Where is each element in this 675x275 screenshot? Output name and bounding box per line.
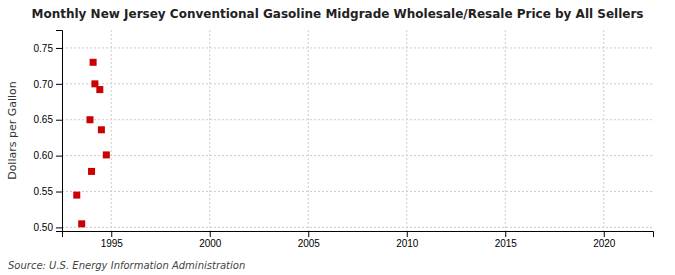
annotation: Source: U.S. Energy Information Administ… [8, 260, 245, 271]
point [78, 220, 85, 227]
grid [62, 30, 653, 231]
tick-mark [308, 231, 309, 237]
tick-label: 2000 [199, 238, 222, 249]
point [86, 116, 93, 123]
title: Monthly New Jersey Conventional Gasoline… [31, 7, 643, 21]
tick-mark [56, 48, 62, 49]
tick-label: 0.70 [34, 79, 54, 90]
tick: 2010 [396, 231, 419, 249]
points [73, 59, 110, 228]
y-axis: 0.50 0.55 0.60 0.65 0.70 0.75 [34, 31, 63, 234]
grid-line [62, 83, 653, 84]
tick: 2000 [199, 231, 222, 249]
chart: 1995 2000 2005 2010 2015 2020 0.50 0.55 0.60 0.65… [0, 0, 675, 275]
grid-line [62, 47, 653, 48]
tick-mark [407, 231, 408, 237]
point [96, 86, 103, 93]
tick: 2005 [298, 231, 321, 249]
tick: 0.60 [34, 150, 62, 161]
grid-line [209, 30, 210, 231]
tick-label: 1995 [101, 238, 124, 249]
tick-label: 2005 [298, 238, 321, 249]
tick: 0.50 [34, 222, 62, 233]
tick-label: 0.75 [34, 43, 54, 54]
grid-line [111, 30, 112, 231]
tick-mark [56, 156, 62, 157]
tick-label: 0.55 [34, 186, 54, 197]
tick: 1995 [101, 231, 124, 249]
tick-mark [111, 231, 112, 237]
tick-label: 2020 [593, 238, 616, 249]
tick-mark [56, 192, 62, 193]
grid-line [505, 30, 506, 231]
point [90, 59, 97, 66]
tick-mark [56, 84, 62, 85]
plot-area: 1995 2000 2005 2010 2015 2020 0.50 0.55 0.60 0.65… [34, 30, 654, 249]
tick-label: 0.60 [34, 150, 54, 161]
axis-line [63, 232, 654, 238]
grid-line [308, 30, 309, 231]
tick-label: 2010 [396, 238, 419, 249]
tick: 2015 [495, 231, 518, 249]
point [73, 192, 80, 199]
point [98, 126, 105, 133]
grid-line [406, 30, 407, 231]
grid-line [62, 191, 653, 192]
point [88, 168, 95, 175]
tick-mark [505, 231, 506, 237]
tick: 2020 [593, 231, 616, 249]
tick-label: 2015 [495, 238, 518, 249]
tick: 0.70 [34, 79, 62, 90]
tick-mark [56, 120, 62, 121]
grid-line [603, 30, 604, 231]
axis-line [56, 31, 63, 232]
grid-line [62, 155, 653, 156]
x-axis: 1995 2000 2005 2010 2015 2020 [63, 231, 654, 249]
tick: 0.75 [34, 43, 62, 54]
tick-label: 0.50 [34, 222, 54, 233]
grid-line [62, 227, 653, 228]
y-axis-title: Dollars per Gallon [6, 81, 19, 180]
tick-mark [210, 231, 211, 237]
grid-line [62, 119, 653, 120]
tick: 0.55 [34, 186, 62, 197]
tick-label: 0.65 [34, 114, 54, 125]
point [103, 151, 110, 158]
tick: 0.65 [34, 114, 62, 125]
tick-mark [56, 227, 62, 228]
tick-mark [604, 231, 605, 237]
